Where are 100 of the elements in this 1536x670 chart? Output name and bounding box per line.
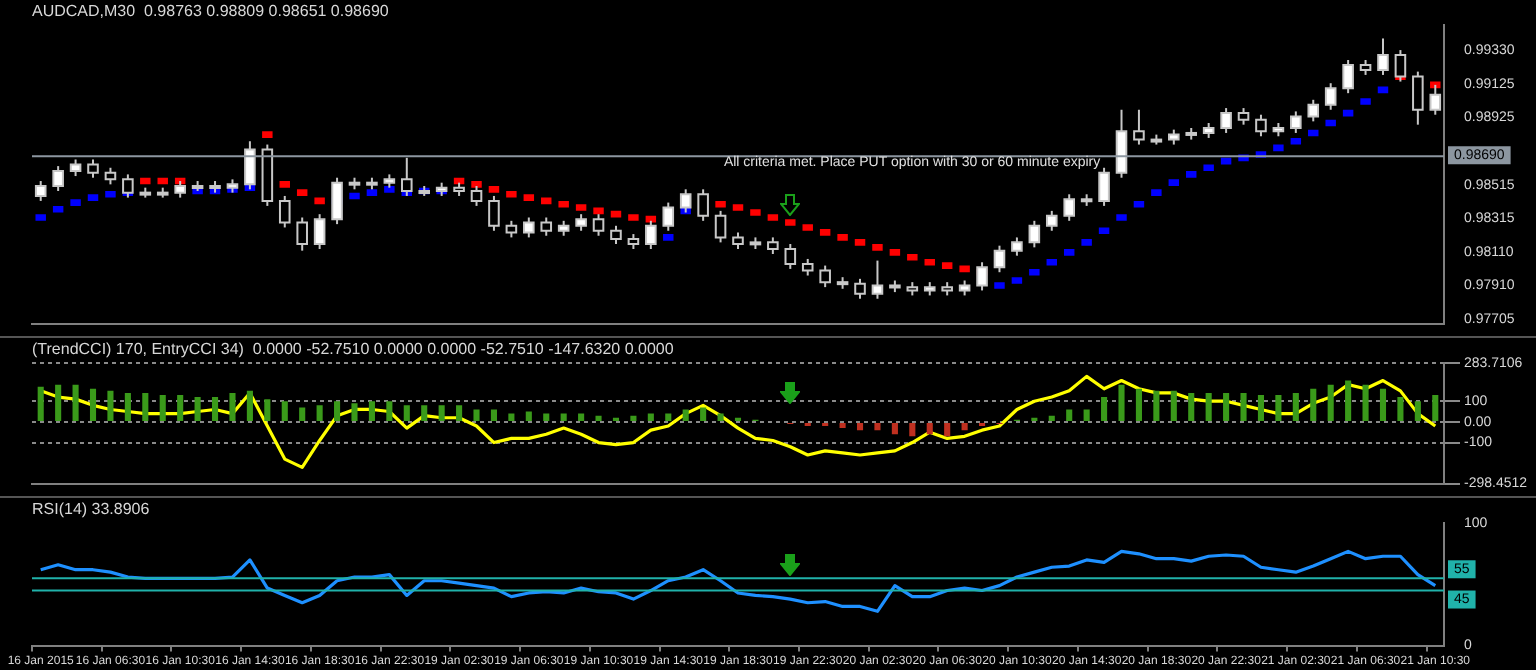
bar (837, 234, 848, 241)
bar (715, 200, 726, 208)
bar (891, 422, 898, 435)
bar (1397, 397, 1404, 421)
bar (1414, 401, 1421, 421)
bar (1325, 119, 1336, 127)
bar (490, 409, 497, 421)
bar (874, 422, 881, 431)
bar (785, 219, 796, 226)
bar (961, 422, 968, 431)
bar (610, 210, 622, 218)
bar (262, 131, 273, 138)
bar (630, 415, 637, 421)
bar (665, 413, 672, 421)
bar (700, 407, 707, 421)
bar (349, 192, 360, 200)
bar (732, 204, 744, 211)
bar (1379, 388, 1387, 421)
bar (159, 394, 166, 421)
bar (35, 214, 46, 221)
bar (523, 194, 535, 201)
bar (1275, 394, 1282, 421)
bar (1098, 227, 1110, 235)
bar (1151, 189, 1162, 196)
bar (1101, 397, 1108, 421)
bar (909, 422, 916, 437)
bar (575, 204, 587, 211)
bar (994, 282, 1005, 289)
bar (366, 189, 378, 196)
bar (1083, 409, 1090, 421)
bar (1135, 388, 1142, 421)
bar (368, 401, 375, 421)
bar (560, 413, 567, 421)
bar (140, 177, 151, 185)
bar (663, 234, 674, 241)
bar (1066, 409, 1073, 421)
bar (87, 194, 99, 201)
bar (578, 413, 585, 421)
bar (1133, 200, 1145, 208)
bar (647, 413, 654, 421)
bar (593, 207, 604, 215)
bar (351, 403, 358, 421)
bar (944, 422, 951, 437)
bar (281, 401, 288, 421)
bar (1362, 384, 1369, 421)
bar (1081, 239, 1092, 246)
bar (872, 244, 883, 251)
bar (1011, 277, 1023, 284)
chart-title: RSI(14) 33.8906 (32, 500, 151, 519)
bar (52, 205, 64, 213)
bar (839, 422, 846, 429)
bar (1257, 394, 1265, 421)
bar (177, 394, 184, 421)
bar (107, 390, 114, 421)
bar (1046, 258, 1058, 266)
bar (525, 411, 532, 421)
bar (142, 392, 149, 421)
bar (854, 239, 866, 246)
bar (1205, 392, 1212, 421)
bar (682, 409, 689, 421)
bar (264, 399, 271, 421)
bar (924, 258, 935, 266)
bar (1327, 384, 1334, 421)
bar (1168, 179, 1180, 186)
bar (488, 186, 500, 193)
bar (72, 384, 79, 421)
bar (384, 186, 395, 193)
bar (628, 214, 639, 221)
bar (595, 415, 602, 421)
bar (1310, 388, 1317, 421)
bar (316, 405, 323, 421)
bar (1186, 171, 1197, 178)
bar (941, 262, 953, 269)
bar (1223, 392, 1230, 421)
bar (124, 392, 131, 421)
bar (473, 409, 480, 421)
bar (1153, 390, 1160, 421)
bar (37, 386, 44, 421)
bar (246, 390, 253, 421)
bar (105, 190, 116, 198)
bar (229, 392, 236, 421)
bar (1432, 394, 1439, 421)
bar (1116, 214, 1127, 221)
bar (299, 407, 306, 421)
bar (1240, 392, 1247, 421)
bar (1345, 380, 1352, 421)
bar (1118, 384, 1125, 421)
bar (926, 422, 933, 435)
bar (1170, 390, 1177, 421)
bar (211, 397, 219, 421)
bar (334, 401, 341, 421)
bar (802, 224, 813, 231)
bar (471, 181, 482, 188)
bar (296, 189, 308, 196)
bar (1188, 392, 1195, 421)
bar (279, 181, 290, 188)
bar (1203, 164, 1214, 172)
bar (558, 200, 569, 208)
bar (1048, 415, 1055, 421)
bar (1360, 98, 1371, 105)
